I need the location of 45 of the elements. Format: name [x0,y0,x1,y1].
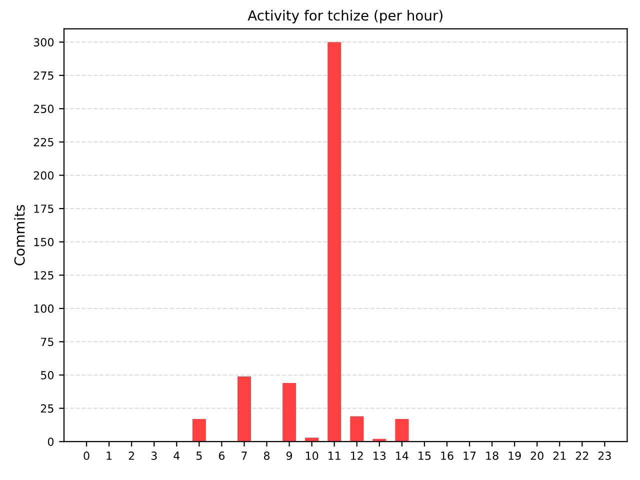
y-tick-label: 250 [34,104,54,114]
x-tick-label: 2 [128,452,134,460]
bar [192,418,206,442]
y-tick-label: 0 [48,438,54,446]
x-tick-label: 8 [264,452,270,460]
x-tick-label: 0 [84,452,90,460]
y-tick-label: 225 [34,138,54,146]
bar [328,42,342,442]
x-tick-label: 17 [464,452,476,460]
x-tick-label: 13 [374,452,386,460]
x-tick-label: 22 [576,452,588,460]
x-tick-label: 23 [598,452,611,460]
bar [237,376,251,442]
x-tick-label: 4 [174,452,180,460]
y-tick-label: 25 [40,404,54,413]
x-tick-label: 11 [328,452,340,460]
x-tick-label: 19 [508,452,521,460]
x-tick-label: 14 [396,452,408,460]
x-tick-label: 12 [351,452,363,460]
x-tick-label: 7 [242,452,247,460]
y-tick-label: 150 [34,238,54,246]
x-tick-label: 3 [151,452,157,460]
x-tick-label: 15 [418,452,431,460]
y-tick-label: 175 [34,204,54,213]
x-tick-label: 18 [486,452,498,460]
y-tick-label: 50 [40,370,54,380]
x-tick-label: 9 [286,452,292,460]
y-tick-label: 125 [34,271,54,280]
x-tick-label: 6 [218,452,225,460]
y-tick-label: 75 [41,338,54,346]
bar [282,383,296,442]
y-tick-label: 200 [34,171,54,180]
y-tick-label: 100 [34,304,54,313]
chart-title: Activity for tchize (per hour) [248,10,442,24]
x-tick-label: 1 [106,452,112,460]
bar [395,418,409,442]
y-tick-label: 300 [34,38,54,46]
bar [350,416,364,442]
x-tick-label: 5 [196,452,202,460]
x-tick-label: 21 [553,452,566,460]
x-tick-label: 16 [441,452,454,460]
y-tick-label: 275 [34,71,54,80]
y-axis-title: Commits [14,204,25,266]
x-tick-label: 20 [530,452,544,460]
x-tick-label: 10 [306,452,318,460]
